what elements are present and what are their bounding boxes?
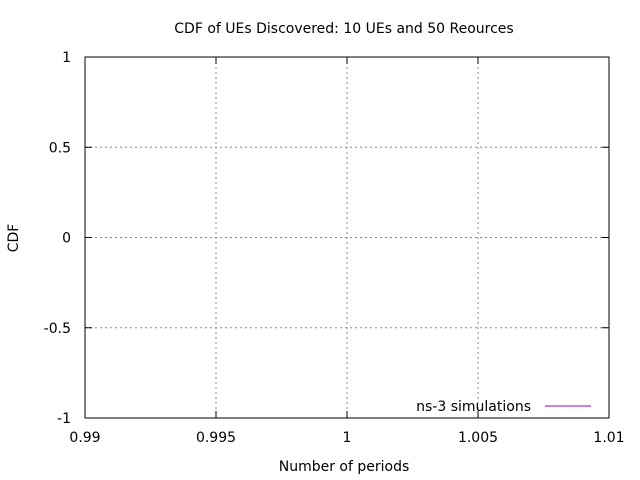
legend: ns-3 simulations	[416, 399, 591, 415]
grid-lines	[85, 57, 609, 418]
y-tick-label: -1	[57, 411, 71, 427]
x-axis-label: Number of periods	[279, 459, 410, 475]
x-tick-label: 1.01	[593, 430, 624, 446]
y-tick-label: 0	[62, 231, 71, 247]
y-tick-label: -0.5	[44, 321, 71, 337]
x-tick-label: 1	[343, 430, 352, 446]
x-tick-label: 0.99	[69, 430, 100, 446]
x-tick-label: 1.005	[458, 430, 498, 446]
tick-labels: 0.99 0.995 1 1.005 1.01 -1 -0.5 0 0.5 1	[44, 50, 625, 446]
y-tick-label: 1	[62, 50, 71, 66]
chart-title: CDF of UEs Discovered: 10 UEs and 50 Reo…	[174, 21, 513, 37]
y-tick-label: 0.5	[49, 140, 71, 156]
x-tick-label: 0.995	[196, 430, 236, 446]
y-axis-label: CDF	[6, 224, 22, 253]
legend-label: ns-3 simulations	[416, 399, 531, 415]
plot-border	[84, 56, 610, 419]
